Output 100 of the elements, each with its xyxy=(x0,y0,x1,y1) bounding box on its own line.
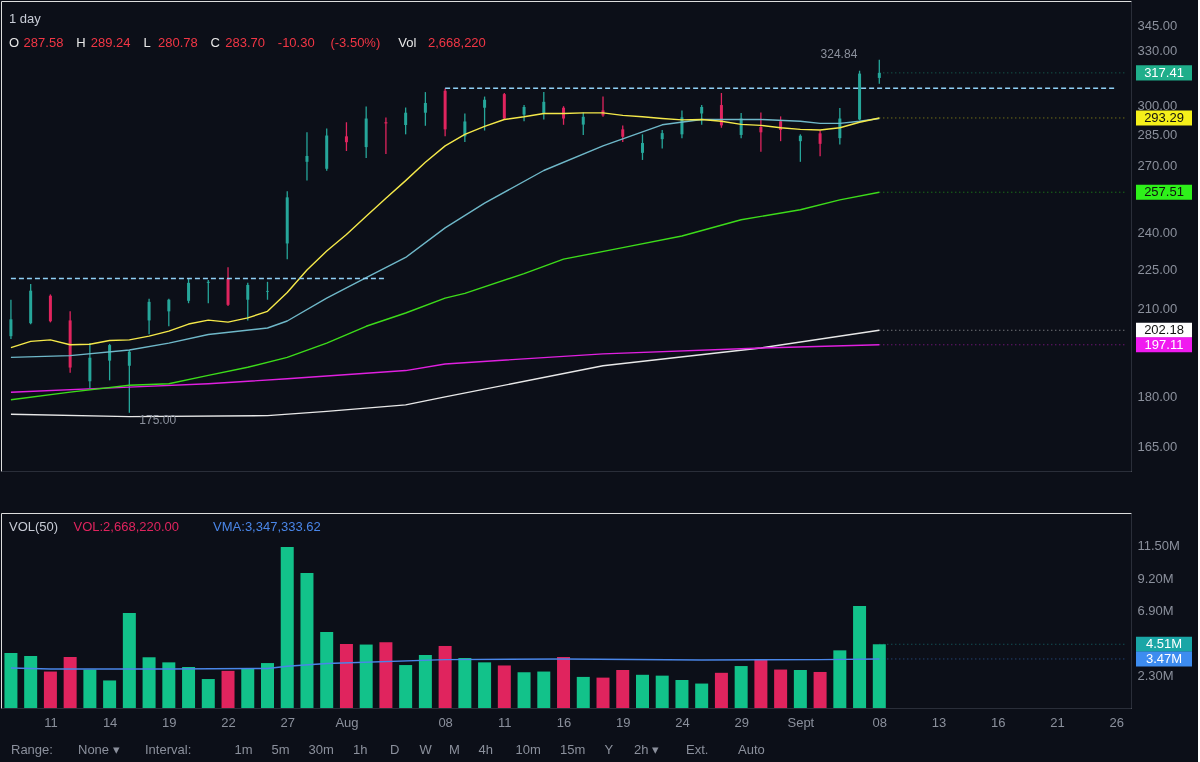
bar xyxy=(497,665,511,708)
ref-line-label: 197.11 xyxy=(1144,336,1184,352)
candlestick xyxy=(305,131,309,182)
y-tick-label: 165.00 xyxy=(1137,438,1178,454)
bar xyxy=(280,547,294,708)
text: 1 day xyxy=(9,11,42,26)
text: D xyxy=(390,742,400,757)
bar xyxy=(438,645,452,708)
x-tick-label: 08 xyxy=(438,714,453,730)
candlestick xyxy=(759,111,763,153)
bar xyxy=(517,672,531,708)
text: Interval: xyxy=(145,742,192,757)
x-tick-label: 19 xyxy=(162,714,177,730)
candlestick xyxy=(640,133,644,161)
text: Range: xyxy=(11,742,53,757)
bar xyxy=(43,671,57,708)
bar xyxy=(300,573,314,708)
candlestick xyxy=(542,91,546,121)
text: 1h xyxy=(353,742,368,757)
y-tick-label: 11.50M xyxy=(1137,538,1180,553)
x-tick-label: 16 xyxy=(556,714,572,730)
candlestick xyxy=(167,298,171,327)
bar xyxy=(103,680,117,708)
bar xyxy=(320,631,334,708)
x-tick-label: 24 xyxy=(675,714,690,730)
text: O 287.58 H 289.24 L 280.78 C 283.70 -10.30 (-3.50%) Vol 2,668,220 xyxy=(9,35,486,50)
bar xyxy=(182,667,196,708)
ref-line-label: 3.47M xyxy=(1145,650,1183,666)
bar xyxy=(83,669,97,708)
line-series xyxy=(10,191,880,401)
bar xyxy=(833,650,847,708)
ref-line-label: 257.51 xyxy=(1144,184,1184,200)
annotation: 324.84 xyxy=(820,46,858,61)
candlestick xyxy=(581,111,585,136)
bar xyxy=(478,662,492,708)
candlestick xyxy=(798,133,802,163)
x-tick-label: 22 xyxy=(221,714,236,730)
bar xyxy=(576,676,590,708)
y-tick-label: 180.00 xyxy=(1137,389,1178,405)
text: 15m xyxy=(560,742,586,757)
bar xyxy=(853,605,867,708)
bar xyxy=(142,657,156,708)
y-tick-label: 240.00 xyxy=(1137,224,1178,240)
bar xyxy=(261,663,274,708)
bar xyxy=(675,680,689,708)
bar xyxy=(339,643,353,708)
x-tick-label: 14 xyxy=(102,714,118,730)
candlestick xyxy=(423,91,427,127)
y-tick-label: 330.00 xyxy=(1137,43,1178,59)
candlestick xyxy=(700,104,704,126)
bar xyxy=(754,659,768,708)
text: Auto xyxy=(738,742,765,757)
candlestick xyxy=(818,129,822,157)
candlestick xyxy=(404,106,408,135)
candlestick xyxy=(877,59,881,85)
x-tick-label: Sept xyxy=(787,714,815,730)
candlestick xyxy=(344,121,348,152)
bar xyxy=(24,656,38,708)
ref-line-label: 317.41 xyxy=(1144,64,1184,80)
candlestick xyxy=(88,342,92,389)
bar xyxy=(122,613,136,708)
bar xyxy=(774,669,788,708)
text: Y xyxy=(604,742,614,757)
bar xyxy=(379,642,393,708)
candlestick xyxy=(562,105,566,126)
bar xyxy=(793,669,807,708)
candlestick xyxy=(147,298,151,335)
bar xyxy=(241,668,255,708)
text: Ext. xyxy=(686,742,709,757)
y-tick-label: 270.00 xyxy=(1137,157,1178,173)
y-tick-label: 9.20M xyxy=(1137,570,1174,586)
ref-line-label: 202.18 xyxy=(1144,322,1184,338)
text: 2h ▾ xyxy=(634,742,660,757)
line-series xyxy=(10,658,880,670)
y-tick-label: 6.90M xyxy=(1137,603,1174,618)
candlestick xyxy=(660,129,664,150)
x-tick-label: Aug xyxy=(335,714,359,730)
bar xyxy=(162,662,176,708)
bar xyxy=(201,679,215,708)
candlestick xyxy=(9,299,13,340)
x-tick-label: 27 xyxy=(280,714,295,730)
candlestick xyxy=(246,282,250,322)
candlestick xyxy=(187,278,191,304)
text: None ▾ xyxy=(78,742,120,757)
candlestick xyxy=(127,349,131,414)
chart-title: VOL(50) xyxy=(9,519,59,534)
x-tick-label: 08 xyxy=(872,714,888,730)
candlestick xyxy=(266,281,269,301)
ref-line-label: 4.51M xyxy=(1145,636,1183,652)
bar xyxy=(557,656,571,708)
x-tick-label: 29 xyxy=(734,714,749,730)
bar xyxy=(221,670,235,708)
x-tick-label: 26 xyxy=(1109,714,1124,730)
text: 30m xyxy=(308,742,334,757)
text: W xyxy=(419,742,433,757)
text: VMA:3,347,333.62 xyxy=(213,519,321,534)
bar xyxy=(616,669,630,708)
text: 10m xyxy=(515,742,541,757)
bar xyxy=(63,656,77,708)
text: 4h xyxy=(478,742,493,757)
